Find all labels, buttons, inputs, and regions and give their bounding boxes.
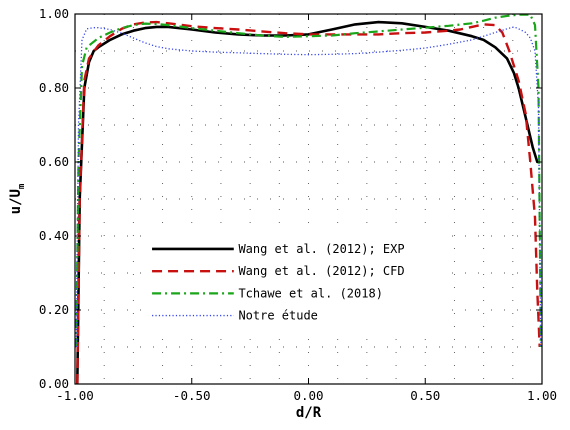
series-line-4 [75, 26, 542, 348]
y-axis-title-subscript: m [17, 183, 27, 189]
legend: Wang et al. (2012); EXP Wang et al. (2012… [146, 234, 447, 334]
y-tick-label: 0.40 [39, 228, 69, 243]
y-axis-title-main: u/U [8, 189, 24, 214]
legend-label-3: Tchawe et al. (2018) [238, 286, 383, 300]
legend-label-1: Wang et al. (2012); EXP [238, 242, 404, 256]
y-tick-label: 0.20 [39, 302, 69, 317]
x-tick-label: -1.00 [56, 388, 94, 403]
series-line-3 [75, 13, 542, 348]
legend-label-2: Wang et al. (2012); CFD [238, 264, 404, 278]
x-tick-label: 0.00 [293, 388, 323, 403]
y-tick-label: 0.80 [39, 80, 69, 95]
x-axis-title: d/R [296, 405, 322, 421]
tick-layer: -1.00 -0.50 0.00 0.50 1.00 0.00 0.20 0.40 0.60 0.… [39, 6, 557, 403]
legend-background [146, 234, 447, 334]
y-tick-label: 0.60 [39, 154, 69, 169]
series-layer [75, 13, 542, 385]
legend-label-4: Notre étude [238, 309, 317, 323]
x-tick-label: 0.50 [410, 388, 440, 403]
x-tick-label: 1.00 [527, 388, 557, 403]
svg-text:u/Um: u/Um [8, 183, 27, 214]
y-tick-label: 1.00 [39, 6, 69, 21]
y-tick-label: 0.00 [39, 376, 69, 391]
y-axis-title: u/Um [8, 183, 27, 214]
x-tick-label: -0.50 [173, 388, 211, 403]
